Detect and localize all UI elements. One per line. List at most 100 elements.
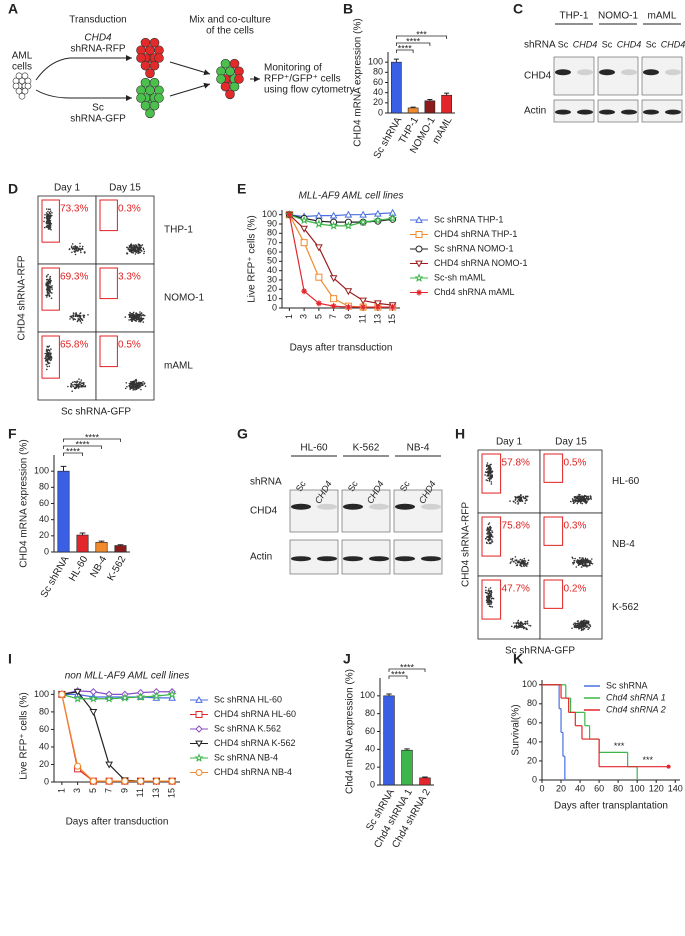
event-dot [589,624,591,626]
event-dot [581,498,583,500]
event-dot [50,228,52,231]
event-dot [71,384,74,386]
event-dot [131,320,133,323]
event-dot [137,318,140,321]
point [105,761,113,769]
y-tick-label: 20 [373,97,383,107]
event-dot [48,219,51,222]
rfp-cell [149,60,160,71]
event-dot [576,559,578,562]
event-dot [141,318,144,321]
event-dot [573,500,575,503]
event-dot [46,356,49,358]
x-axis-label: Days after transplantation [554,801,668,812]
event-dot [487,537,490,539]
event-dot [133,314,136,316]
gfp-cell [149,100,160,111]
event-dot [578,495,580,498]
event-dot [131,383,134,386]
y-axis-label: CHD4 shRNA-RFP [17,255,28,340]
event-dot [48,215,51,218]
y-tick-label: 100 [360,690,375,700]
event-dot [78,315,81,318]
event-dot [587,495,589,498]
event-dot [130,246,133,248]
event-dot [520,496,523,499]
gate [99,335,118,368]
event-dot [577,497,579,499]
event-dot [87,314,89,316]
event-dot [486,462,489,464]
x-tick-label: 9 [343,314,353,319]
event-dot [521,562,523,565]
y-tick-label: 40 [373,87,383,97]
event-dot [489,603,492,605]
legend-marker [195,769,203,776]
event-dot [488,531,491,534]
event-dot [526,565,528,567]
event-dot [80,248,82,250]
point [329,221,339,230]
gate-percent: 0.3% [118,204,141,215]
gate-percent: 69.3% [60,272,88,283]
event-dot [142,384,144,387]
y-axis-label: Survival(%) [511,704,522,755]
event-dot [487,467,489,470]
point [315,244,323,252]
event-dot [138,381,140,384]
event-dot [142,381,144,383]
event-dot [72,315,75,317]
event-dot [45,212,48,214]
error-bar [79,532,86,536]
mixed-cell [225,89,235,100]
event-dot [521,499,523,502]
blot-group: K-562 [353,443,380,454]
event-dot [139,249,142,251]
event-dot [50,355,52,358]
event-dot [513,626,516,629]
point [73,694,83,703]
x-tick-label: 13 [151,788,161,798]
event-dot [78,378,80,380]
event-dot [45,284,47,287]
event-dot [142,248,145,251]
event-dot [45,220,48,223]
event-dot [573,496,576,498]
event-dot [490,481,493,483]
significance-label: **** [75,439,90,449]
event-dot [491,530,493,532]
event-dot [79,249,82,252]
event-dot [586,498,589,500]
event-dot [572,499,575,502]
event-dot [578,627,580,630]
event-dot [49,352,51,354]
y-tick-label: 10 [267,293,277,303]
event-dot [129,313,131,315]
rfp-cell [154,53,164,63]
event-dot [45,294,47,297]
event-dot [127,248,129,251]
y-tick-label: 40 [365,744,375,754]
event-dot [135,384,137,387]
point [374,300,382,308]
point [301,288,308,295]
event-dot [135,251,138,254]
event-dot [526,495,528,498]
event-dot [516,564,518,567]
event-dot [47,281,50,284]
event-dot [490,483,493,485]
event-dot [587,564,590,567]
event-dot [514,496,517,499]
event-dot [47,284,49,287]
event-dot [77,384,80,386]
event-dot [586,501,588,504]
y-tick-label: 30 [267,274,277,284]
event-dot [82,245,84,248]
blot-band [291,556,311,562]
event-dot [129,387,132,390]
event-dot [143,314,146,317]
event-dot [134,246,137,248]
rfp-cell [136,53,146,63]
event-dot [49,275,52,278]
diagram-text: of the cells [206,26,254,37]
